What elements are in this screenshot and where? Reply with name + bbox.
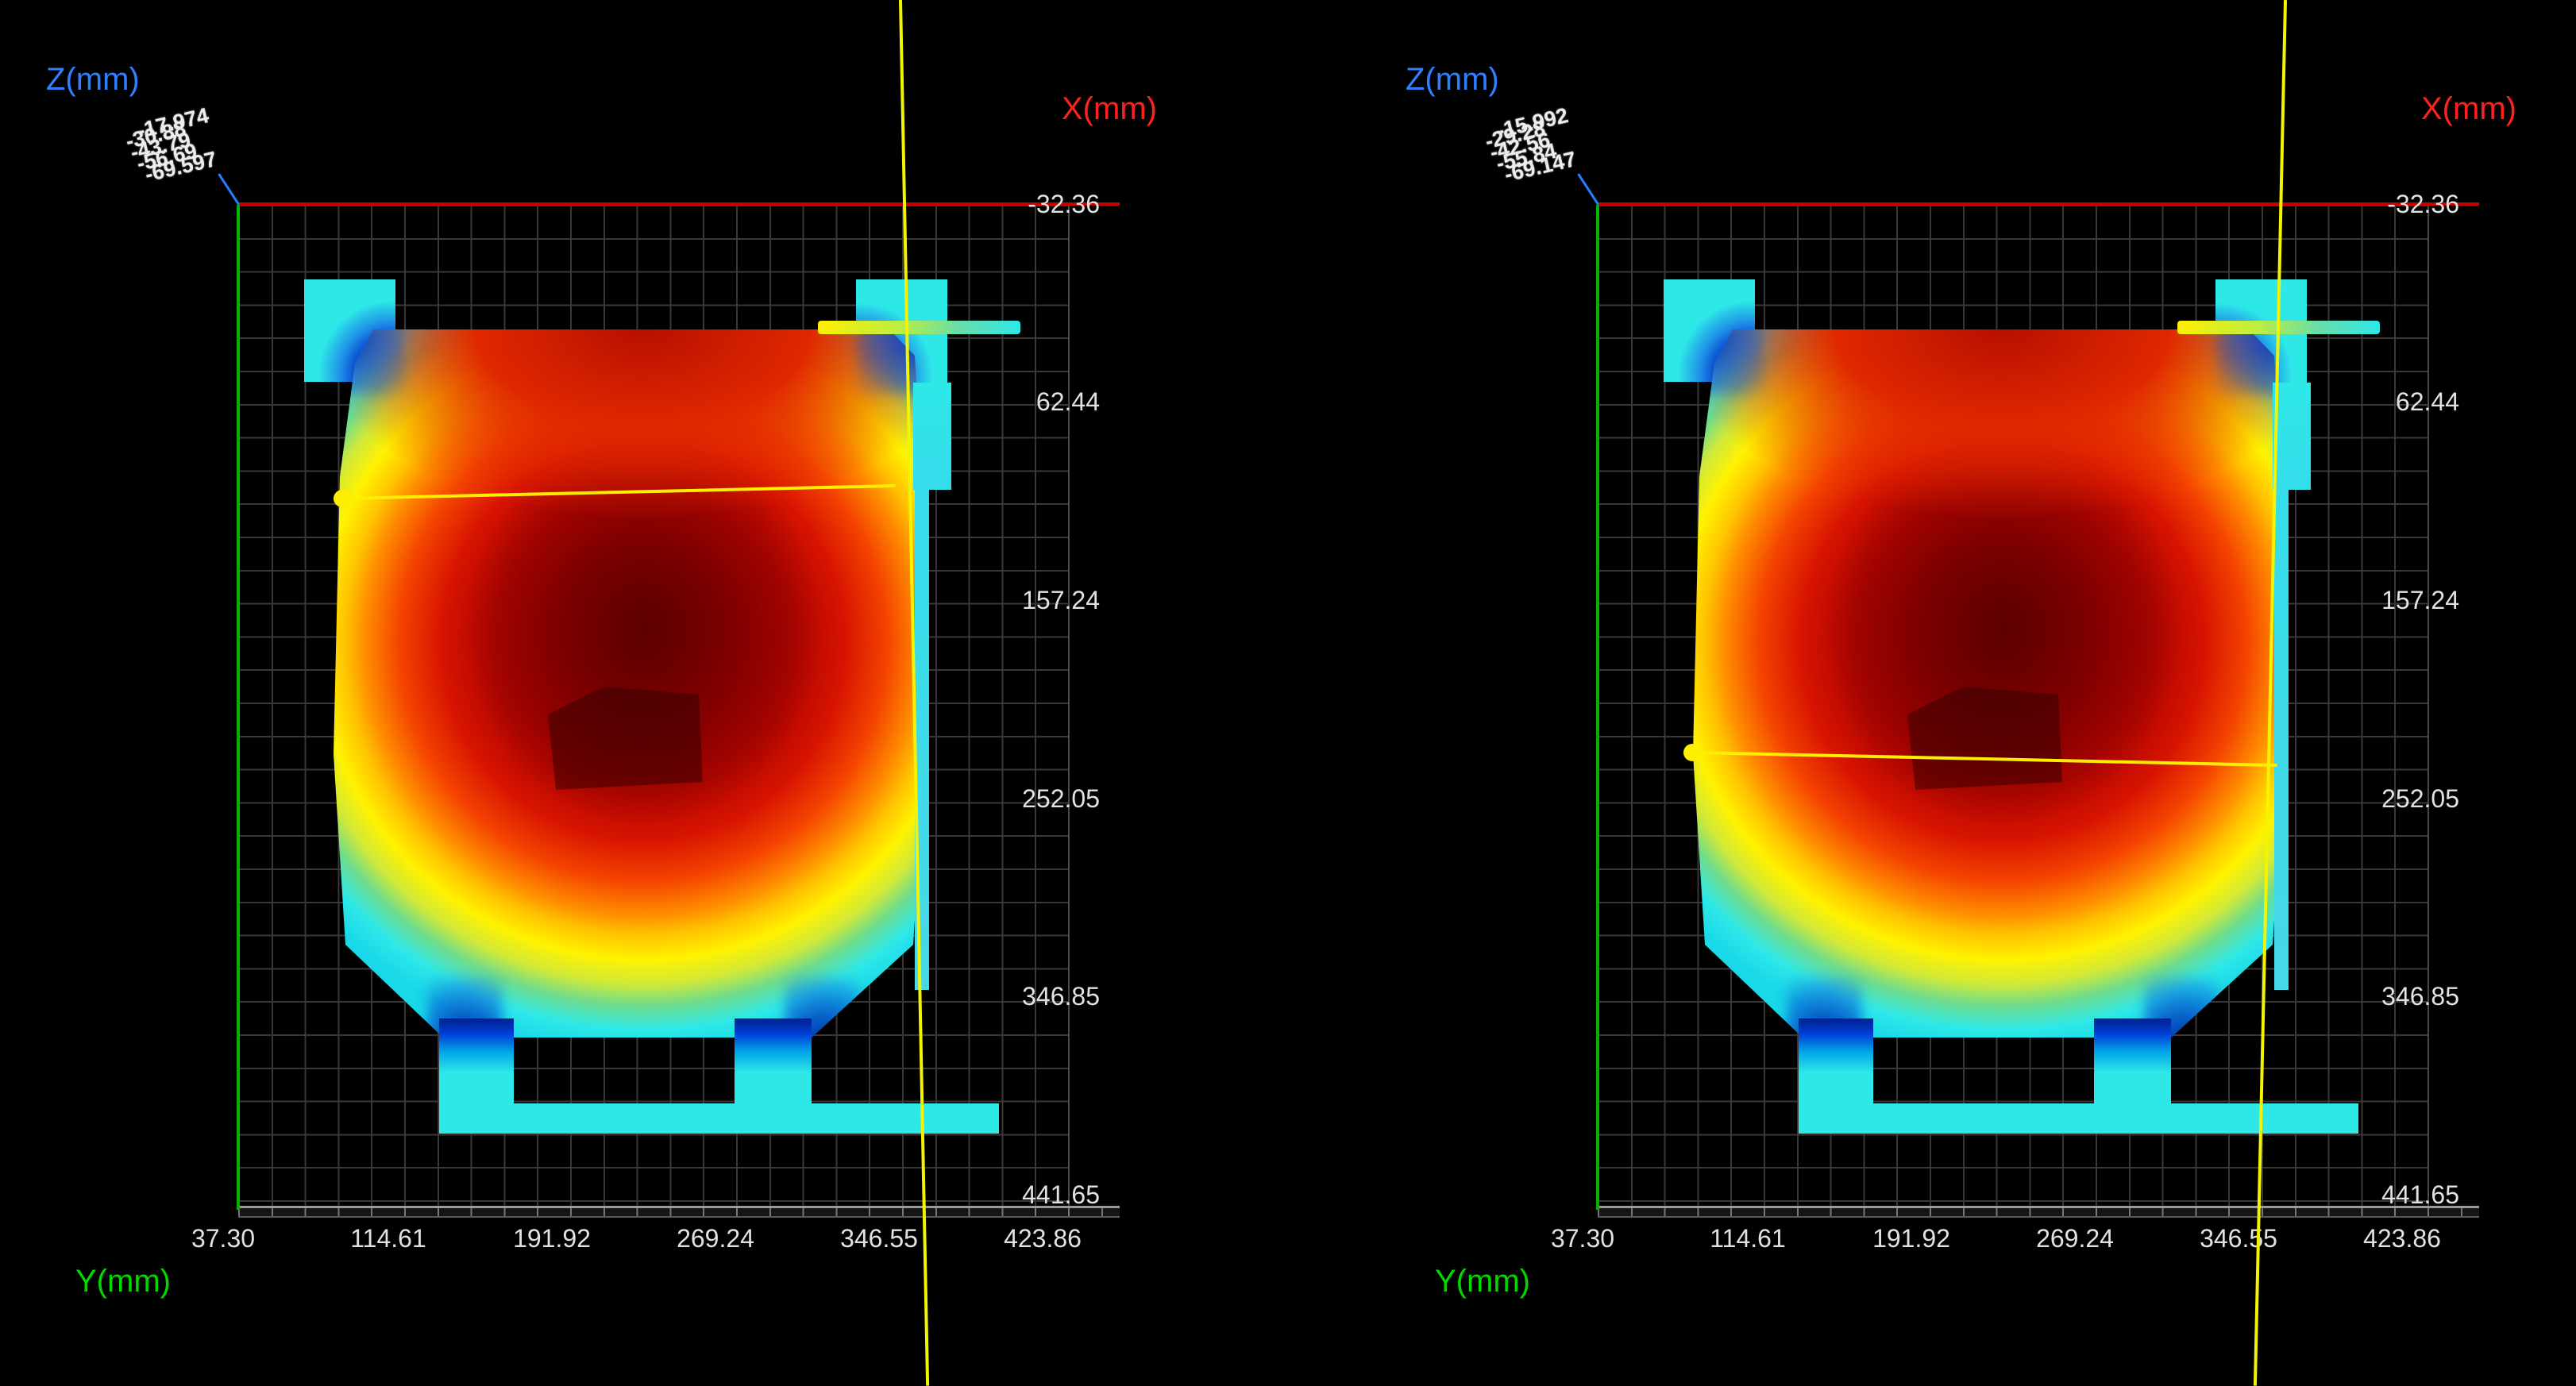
x-axis-title: X(mm) bbox=[1062, 91, 1157, 126]
y-tick-label: 114.61 bbox=[350, 1224, 426, 1253]
x-tick-label: -32.36 bbox=[2387, 190, 2459, 218]
z-tick-cluster: -17.974 -30.88 -43.79 -56.69 -69.597 bbox=[119, 103, 278, 197]
z-axis-title: Z(mm) bbox=[46, 62, 140, 97]
viewport-right[interactable]: -32.36 62.44 157.24 252.05 346.85 441.65… bbox=[1359, 0, 2576, 1386]
x-axis-title: X(mm) bbox=[2421, 91, 2516, 126]
x-tick-label: 157.24 bbox=[1022, 586, 1100, 614]
z-tick-cluster: -15.992 -29.28 -42.56 -55.84 -69.147 bbox=[1479, 103, 1637, 197]
y-tick-label: 346.55 bbox=[2200, 1224, 2277, 1253]
x-tick-label: 252.05 bbox=[2381, 784, 2459, 813]
y-axis-ruler-bar bbox=[238, 1206, 1120, 1218]
y-tick-label: 37.30 bbox=[191, 1224, 256, 1253]
y-axis-ruler-bar bbox=[1598, 1206, 2479, 1218]
y-axis-title: Y(mm) bbox=[1435, 1264, 1530, 1299]
y-tick-label: 191.92 bbox=[1872, 1224, 1950, 1253]
x-axis-line bbox=[238, 202, 1120, 206]
x-tick-label: 346.85 bbox=[2381, 982, 2459, 1011]
x-tick-label: 157.24 bbox=[2381, 586, 2459, 614]
x-tick-label: 62.44 bbox=[2395, 387, 2459, 416]
dark-inner-object-patch bbox=[1907, 687, 2062, 790]
top-edge-speckle-strip bbox=[818, 321, 1020, 334]
depth-heatmap-body bbox=[1693, 329, 2287, 1038]
pedestal-base-bar bbox=[1799, 1103, 2358, 1134]
y-tick-label: 423.86 bbox=[2363, 1224, 2441, 1253]
pedestal-base-bar bbox=[439, 1103, 999, 1134]
right-edge-cyan-strip-upper bbox=[913, 383, 951, 490]
x-axis-line bbox=[1598, 202, 2479, 206]
y-axis-line bbox=[1596, 205, 1599, 1210]
y-tick-label: 114.61 bbox=[1710, 1224, 1786, 1253]
x-tick-label: 441.65 bbox=[2381, 1180, 2459, 1209]
y-tick-label: 191.92 bbox=[513, 1224, 591, 1253]
y-tick-label: 37.30 bbox=[1550, 1224, 1615, 1253]
y-tick-label: 269.24 bbox=[677, 1224, 754, 1253]
measure-point-handle[interactable] bbox=[1683, 744, 1701, 761]
x-tick-label: 346.85 bbox=[1022, 982, 1100, 1011]
y-tick-label: 346.55 bbox=[840, 1224, 918, 1253]
right-edge-cyan-strip-upper bbox=[2273, 383, 2311, 490]
x-tick-label: 252.05 bbox=[1022, 784, 1100, 813]
z-axis-title: Z(mm) bbox=[1406, 62, 1499, 97]
y-axis-line bbox=[237, 205, 240, 1210]
right-edge-cyan-strip-lower bbox=[2274, 490, 2289, 990]
dark-inner-object-patch bbox=[548, 687, 703, 790]
y-axis-title: Y(mm) bbox=[75, 1264, 171, 1299]
x-tick-label: -32.36 bbox=[1028, 190, 1100, 218]
viewport-left[interactable]: -32.36 62.44 157.24 252.05 346.85 441.65… bbox=[0, 0, 1217, 1386]
y-tick-label: 269.24 bbox=[2036, 1224, 2114, 1253]
depth-heatmap-body bbox=[334, 329, 927, 1038]
x-tick-label: 441.65 bbox=[1022, 1180, 1100, 1209]
x-tick-label: 62.44 bbox=[1035, 387, 1100, 416]
measure-point-handle[interactable] bbox=[334, 490, 351, 507]
y-tick-label: 423.86 bbox=[1004, 1224, 1082, 1253]
